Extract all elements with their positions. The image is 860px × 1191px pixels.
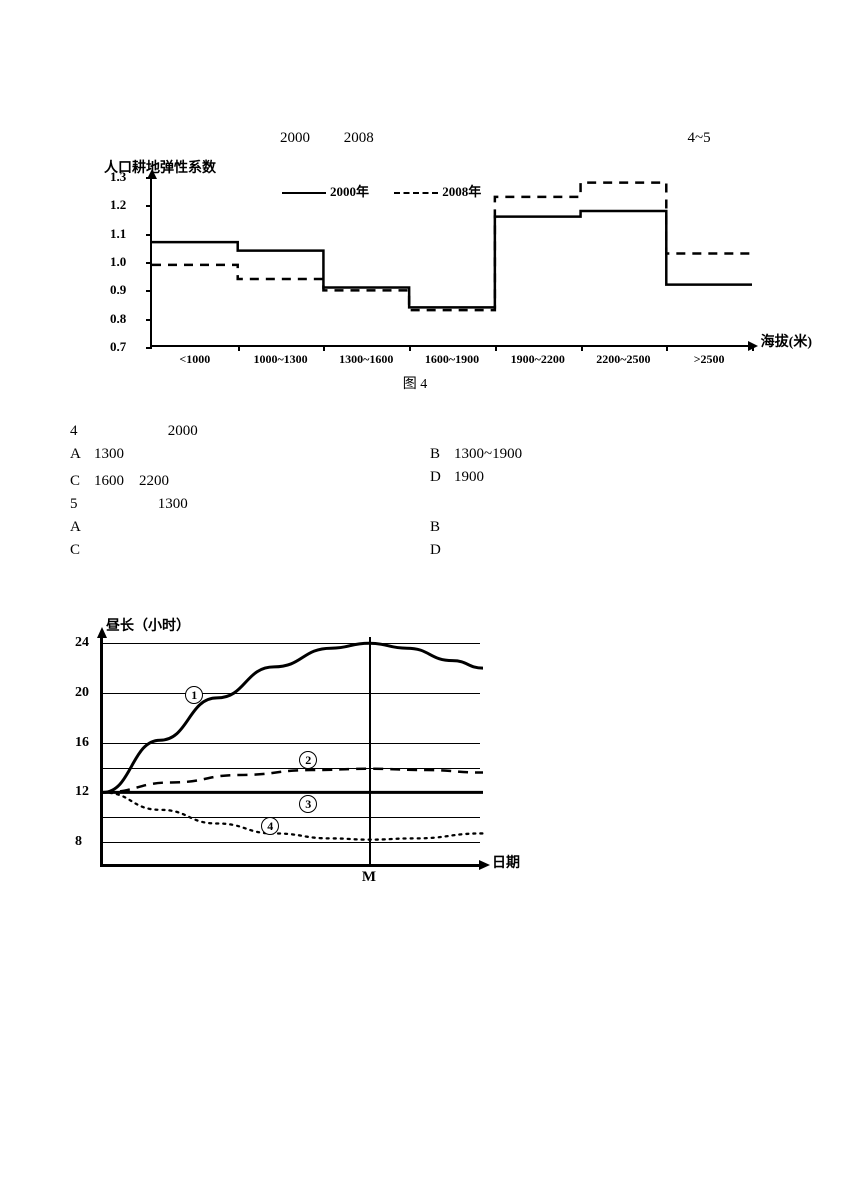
q5-B-label: B [430, 519, 454, 536]
q5-row2: C D [70, 542, 790, 559]
chart1-ytick: 1.3 [110, 169, 126, 185]
chart2-container: 昼长（小时） 日期 812162024M1234 [100, 615, 790, 867]
q4-number: 4 [70, 423, 94, 440]
q4-row1: A1300 B1300~1900 [70, 446, 790, 463]
q5-stem: 5 1300 [70, 496, 790, 513]
chart1-ytick: 1.0 [110, 254, 126, 270]
chart2-ytick: 12 [75, 784, 89, 800]
q5-row1: A B [70, 519, 790, 536]
chart1-ytick: 0.9 [110, 282, 126, 298]
chart2-xlabel: 日期 [492, 852, 520, 872]
chart2-mlabel: M [362, 869, 376, 886]
chart2-ytick: 20 [75, 685, 89, 701]
chart1-caption: 图 4 [100, 373, 730, 393]
q5-A-label: A [70, 519, 94, 536]
chart1-ytick: 0.8 [110, 311, 126, 327]
chart2-gridline [103, 792, 480, 793]
chart1-series-solid [152, 211, 752, 307]
intro-year1: 2000 [280, 130, 310, 147]
q4-C-label: C [70, 473, 94, 490]
chart1-ytick-mark [146, 319, 152, 321]
intro-year2: 2008 [344, 130, 374, 147]
questions-block: 4 2000 A1300 B1300~1900 C1600 2200 D1900… [70, 423, 790, 559]
chart1-ytick: 1.2 [110, 197, 126, 213]
chart1-xtick-mark [752, 345, 754, 351]
chart1-ytick-mark [146, 234, 152, 236]
chart1-xtick: <1000 [179, 352, 210, 367]
chart1-container: 人口耕地弹性系数 海拔(米) 2000年 2008年 0.70.80.91.01… [100, 157, 730, 393]
intro-text: 2000 2008 4~5 [70, 130, 790, 147]
arrow-right-icon [479, 860, 490, 870]
chart1-plot: 海拔(米) 2000年 2008年 0.70.80.91.01.11.21.3<… [150, 177, 750, 347]
q4-year: 2000 [168, 423, 198, 439]
chart2-ytick: 8 [75, 834, 82, 850]
chart2-mline [369, 637, 371, 864]
chart1-ytick-mark [146, 205, 152, 207]
chart1-xtick: 2200~2500 [596, 352, 650, 367]
chart1-xtick: 1000~1300 [253, 352, 307, 367]
chart1-xtick-mark [323, 345, 325, 351]
chart2-plot: 日期 812162024M1234 [100, 637, 480, 867]
chart1-xtick-mark [409, 345, 411, 351]
chart1-xtick-mark [238, 345, 240, 351]
q4-D-text: 1900 [454, 469, 484, 485]
q5-number: 5 [70, 496, 94, 513]
chart2-gridline [103, 817, 480, 818]
q4-A-label: A [70, 446, 94, 463]
chart1-ytick: 0.7 [110, 339, 126, 355]
q5-C-label: C [70, 542, 94, 559]
q4-D-label: D [430, 469, 454, 486]
chart2-gridline [103, 768, 480, 769]
chart1-xtick-mark [666, 345, 668, 351]
chart1-ytick: 1.1 [110, 226, 126, 242]
chart1-xtick: 1900~2200 [511, 352, 565, 367]
chart1-ytick-mark [146, 290, 152, 292]
chart1-xtick: 1600~1900 [425, 352, 479, 367]
chart2-curve-label-3: 3 [299, 795, 317, 813]
q5-D-label: D [430, 542, 454, 559]
chart1-ylabel: 人口耕地弹性系数 [104, 157, 730, 177]
chart2-gridline [103, 842, 480, 843]
chart2-ytick: 24 [75, 635, 89, 651]
chart1-ytick-mark [146, 347, 152, 349]
q4-B-label: B [430, 446, 454, 463]
chart2-curve-4 [103, 792, 483, 839]
chart2-ylabel: 昼长（小时） [106, 615, 790, 635]
chart1-series-dashed [152, 183, 752, 311]
chart1-svg [152, 177, 750, 345]
chart1-xtick: >2500 [694, 352, 725, 367]
chart2-gridline [103, 743, 480, 744]
chart2-ytick: 16 [75, 735, 89, 751]
chart2-gridline [103, 693, 480, 694]
q4-C-text: 1600 2200 [94, 473, 169, 489]
chart1-ytick-mark [146, 177, 152, 179]
q4-row2: C1600 2200 D1900 [70, 469, 790, 490]
chart1-xlabel: 海拔(米) [761, 331, 812, 351]
intro-qrange: 4~5 [688, 130, 711, 147]
chart1-xtick-mark [495, 345, 497, 351]
chart1-ytick-mark [146, 262, 152, 264]
q4-A-text: 1300 [94, 446, 124, 462]
q4-stem: 4 2000 [70, 423, 790, 440]
q5-alt: 1300 [158, 496, 188, 512]
chart2-gridline [103, 643, 480, 644]
chart1-xtick: 1300~1600 [339, 352, 393, 367]
chart2-curve-2 [103, 769, 483, 793]
chart2-svg [103, 637, 480, 864]
q4-B-text: 1300~1900 [454, 446, 522, 462]
chart1-xtick-mark [581, 345, 583, 351]
